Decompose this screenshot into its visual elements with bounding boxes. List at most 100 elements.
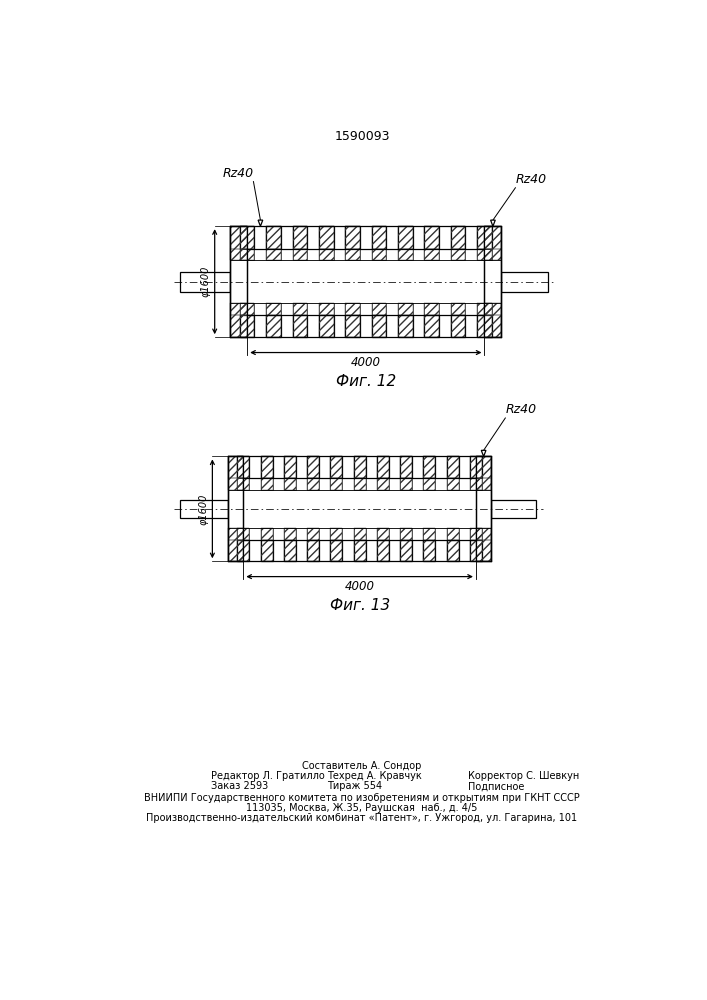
Bar [267,226,281,249]
Bar [423,456,436,478]
Bar [398,249,413,260]
Bar [398,226,413,249]
Bar [228,540,243,561]
Bar [424,303,439,315]
Bar [470,528,482,540]
Bar [372,315,386,337]
Bar [267,226,281,249]
Bar [476,456,491,478]
Bar [307,456,319,478]
Bar [261,528,273,540]
Bar [423,478,436,490]
Bar [284,478,296,490]
Bar [293,315,308,337]
Bar [319,249,334,260]
Bar [319,303,334,315]
Bar [354,478,366,490]
Bar [501,272,548,292]
Bar [476,528,491,540]
Bar [354,456,366,478]
Bar [372,249,386,260]
Bar [372,315,386,337]
Bar [238,478,250,490]
Bar [477,303,491,315]
Bar [284,540,296,561]
Bar [470,540,482,561]
Bar [261,478,273,490]
Bar [307,540,319,561]
Bar [330,540,342,561]
Bar [267,303,281,315]
Bar [372,303,386,315]
Bar [284,456,296,478]
Bar [240,315,255,337]
Bar [476,456,491,561]
Bar [293,303,308,315]
Bar [238,528,250,540]
Text: Rz40: Rz40 [515,173,547,186]
Bar [261,528,273,540]
Bar [293,226,308,249]
Bar [447,456,459,478]
Bar [267,303,281,315]
Bar [477,249,491,260]
Bar [400,540,412,561]
Bar [372,226,386,249]
Text: 4000: 4000 [351,356,381,369]
Bar [424,249,439,260]
Bar [284,540,296,561]
Bar [307,456,319,478]
Bar [451,303,465,315]
Bar [319,226,334,249]
Text: φ1600: φ1600 [199,493,209,525]
Bar [307,478,319,490]
Text: Техред А. Кравчук: Техред А. Кравчук [327,771,422,781]
Bar [451,315,465,337]
Bar [447,478,459,490]
Bar [238,456,250,478]
Bar [319,249,334,260]
Bar [400,456,412,478]
Bar [451,226,465,249]
Bar [377,528,389,540]
Polygon shape [491,220,495,226]
Bar [261,478,273,490]
Bar [267,249,281,260]
Text: Фиг. 12: Фиг. 12 [336,374,396,389]
Bar [243,478,476,540]
Bar [330,456,342,478]
Bar [319,303,334,315]
Bar [354,528,366,540]
Bar [261,540,273,561]
Bar [477,226,491,249]
Bar [319,315,334,337]
Bar [284,528,296,540]
Polygon shape [481,450,486,456]
Bar [377,456,389,478]
Bar [484,303,501,315]
Bar [238,478,250,490]
Bar [470,540,482,561]
Bar [451,249,465,260]
Bar [293,303,308,315]
Bar [377,456,389,478]
Bar [346,226,360,249]
Bar [398,249,413,260]
Bar [261,540,273,561]
Bar [377,478,389,490]
Bar [354,528,366,540]
Bar [484,226,501,337]
Bar [372,226,386,249]
Bar [398,315,413,337]
Text: Составитель А. Сондор: Составитель А. Сондор [303,761,421,771]
Bar [354,540,366,561]
Bar [330,478,342,490]
Bar [240,249,255,260]
Bar [319,315,334,337]
Bar [230,315,247,337]
Text: Фиг. 13: Фиг. 13 [329,598,390,613]
Bar [447,528,459,540]
Bar [238,456,250,478]
Bar [423,456,436,478]
Bar [424,315,439,337]
